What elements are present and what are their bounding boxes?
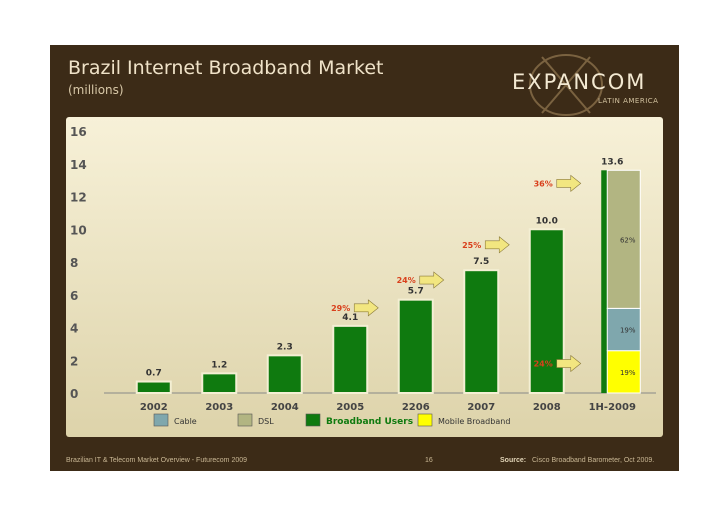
value-labels: 0.7 1.2 2.3 4.1 5.7 7.5 10.0 13.6: [146, 157, 624, 378]
x-tick-label: 2007: [467, 402, 495, 413]
growth-label: 24%: [397, 276, 416, 285]
x-axis-labels: 2002 2003 2004 2005 2206 2007 2008 1H-2009: [140, 402, 636, 413]
value-label: 2.3: [277, 342, 293, 352]
slide-title: Brazil Internet Broadband Market: [68, 57, 384, 79]
logo-name: EXPANCOM: [512, 70, 646, 94]
growth-arrow: [419, 271, 445, 289]
growth-annotations: 29% 24% 25% 36% 24%: [331, 174, 582, 373]
y-tick-label: 12: [70, 191, 87, 205]
broadband-bar: [397, 298, 434, 395]
y-axis-labels: 0 2 4 6 8 10 12 14 16: [70, 125, 87, 401]
legend-swatch: [305, 413, 321, 427]
breakdown-segment: [606, 307, 641, 352]
expancom-logo: EXPANCOM LATIN AMERICA: [512, 54, 658, 116]
value-label: 5.7: [408, 287, 424, 297]
legend-swatch: [417, 413, 433, 427]
legend-label: Broadband Users: [326, 417, 413, 427]
value-label: 13.6: [601, 157, 623, 167]
growth-arrow: [484, 236, 510, 254]
value-label: 4.1: [342, 313, 358, 323]
broadband-bar: [266, 354, 303, 394]
footer-left: Brazilian IT & Telecom Market Overview -…: [66, 457, 248, 464]
broadband-bar: [528, 228, 565, 394]
slide-subtitle: (millions): [68, 83, 124, 97]
x-tick-label: 2008: [533, 402, 561, 413]
source-label: Source:: [500, 457, 527, 464]
y-tick-label: 8: [70, 256, 78, 270]
legend-label: Cable: [174, 417, 197, 426]
growth-arrow: [556, 174, 582, 193]
growth-arrow: [556, 354, 582, 373]
breakdown-segment: [606, 350, 641, 394]
y-tick-label: 16: [70, 125, 87, 139]
x-tick-label: 2206: [402, 402, 430, 413]
x-tick-label: 2004: [271, 402, 299, 413]
y-tick-label: 14: [70, 158, 87, 172]
y-tick-label: 4: [70, 322, 78, 336]
chart-panel: 0 2 4 6 8 10 12 14 16 0.7 1.2 2.3 4.1 5.7 7.5 10.0 13.6…: [66, 117, 663, 437]
growth-label: 25%: [462, 241, 481, 250]
value-label: 1.2: [211, 360, 227, 370]
logo-ring: [529, 54, 603, 116]
logo-stroke: [541, 56, 591, 114]
slide: Brazil Internet Broadband Market (millio…: [50, 45, 679, 471]
growth-label: 36%: [534, 179, 553, 188]
x-tick-label: 1H-2009: [589, 402, 636, 413]
broadband-bar: [135, 380, 172, 395]
x-tick-label: 2002: [140, 402, 168, 413]
stacked-breakdown-bar: 19% 19% 62%: [601, 169, 641, 394]
logo-tagline: LATIN AMERICA: [598, 97, 658, 105]
legend-swatch: [153, 413, 169, 427]
page-number: 16: [425, 457, 433, 464]
growth-label: 29%: [331, 304, 350, 313]
source-text: Cisco Broadband Barometer, Oct 2009.: [532, 457, 655, 464]
y-tick-label: 0: [70, 387, 78, 401]
broadband-bar: [463, 269, 500, 394]
y-tick-label: 2: [70, 354, 78, 368]
bars: [135, 228, 565, 395]
growth-arrow: [353, 299, 379, 317]
breakdown-label: 19%: [620, 369, 636, 377]
y-tick-label: 10: [70, 223, 87, 237]
legend-label: Mobile Broadband: [438, 417, 510, 426]
value-label: 7.5: [473, 257, 489, 267]
value-label: 0.7: [146, 369, 162, 379]
legend-label: DSL: [258, 417, 274, 426]
x-tick-label: 2005: [336, 402, 364, 413]
legend-swatch: [237, 413, 253, 427]
broadband-bar: [201, 372, 238, 395]
broadband-bar: [332, 324, 369, 394]
broadband-chart: 0 2 4 6 8 10 12 14 16 0.7 1.2 2.3 4.1 5.7 7.5 10.0 13.6…: [70, 125, 656, 427]
x-tick-label: 2003: [205, 402, 233, 413]
breakdown-label: 19%: [620, 327, 636, 335]
y-tick-label: 6: [70, 289, 78, 303]
breakdown-segment: [606, 169, 641, 309]
broadband-bar: [601, 170, 610, 393]
breakdown-label: 62%: [620, 236, 636, 244]
chart-legend: Cable DSL Broadband Users Mobile Broadband: [153, 413, 510, 427]
growth-label: 24%: [534, 360, 553, 369]
value-label: 10.0: [536, 216, 558, 226]
